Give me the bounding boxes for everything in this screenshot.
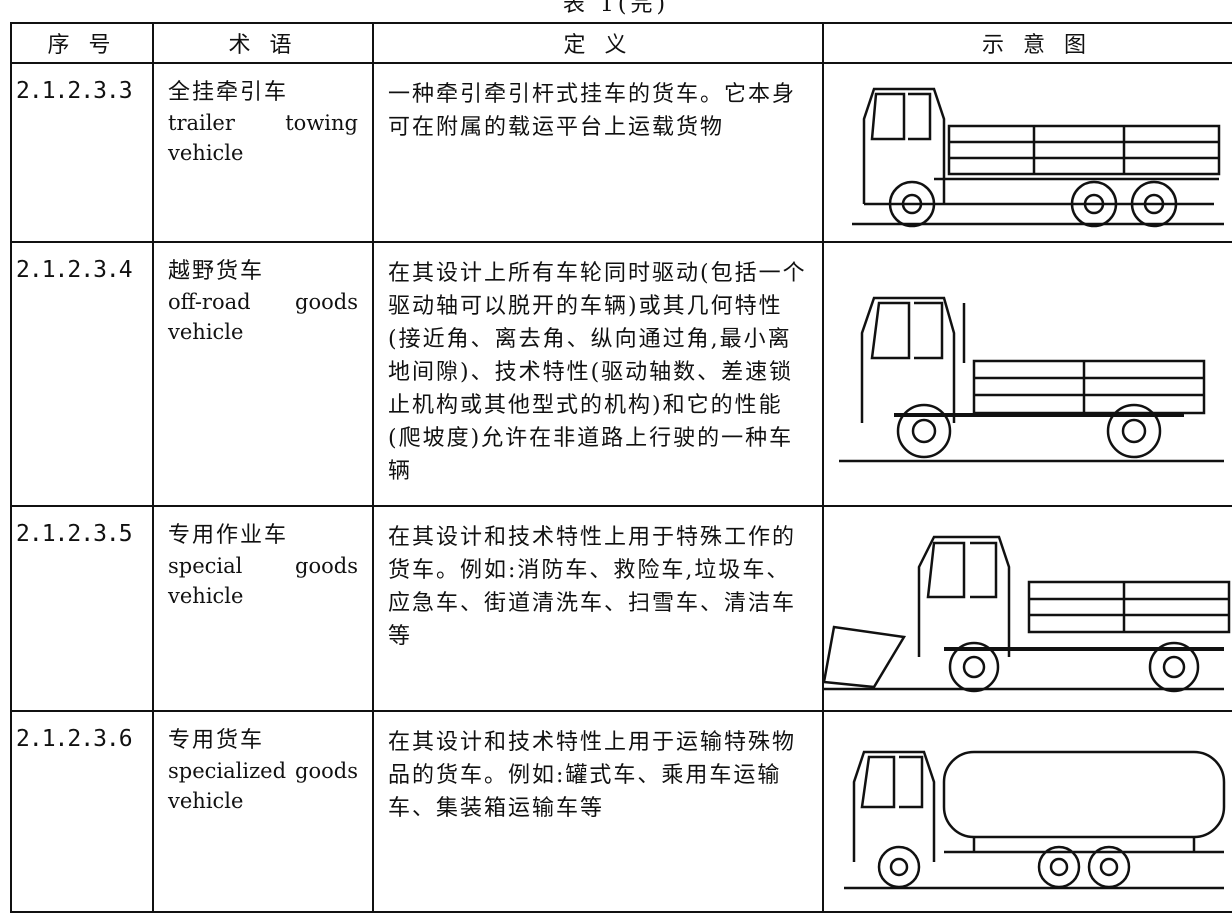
header-row: 序 号 术 语 定 义 示 意 图 [10,22,1232,64]
term-en: trailer towing vehicle [168,111,358,165]
row: 2.1.2.3.5 专用作业车 special goods vehicle 在其设… [10,505,1232,712]
term-zh: 越野货车 [168,259,265,284]
illustration-cell [822,505,1232,712]
row: 2.1.2.3.4 越野货车 off-road goods vehicle 在其设… [10,241,1232,507]
definition: 在其设计和技术特性上用于特殊工作的货车。例如:消防车、救险车,垃圾车、应急车、街… [372,505,824,712]
term-en: off-road goods vehicle [168,290,358,344]
term-zh: 专用作业车 [168,523,289,548]
term-cell: 全挂牵引车 trailer towing vehicle [152,62,374,243]
truck-illustration [844,750,1226,890]
terms-table: 序 号 术 语 定 义 示 意 图 2.1.2.3.3 全挂牵引车 trailer… [10,22,1232,913]
definition: 一种牵引牵引杆式挂车的货车。它本身可在附属的载运平台上运载货物 [372,62,824,243]
illustration-cell [822,710,1232,913]
row: 2.1.2.3.3 全挂牵引车 trailer towing vehicle 一种… [10,62,1232,243]
term-en: special goods vehicle [168,554,358,608]
table-caption: 表 1(完) [562,0,670,17]
definition: 在其设计上所有车轮同时驱动(包括一个驱动轴可以脱开的车辆)或其几何特性(接近角、… [372,241,824,507]
term-zh: 全挂牵引车 [168,80,289,105]
truck-illustration [824,535,1231,693]
row: 2.1.2.3.6 专用货车 specialized goods vehicle … [10,710,1232,913]
header-cell: 序 号 [10,22,154,64]
header-cell: 示 意 图 [822,22,1232,64]
entry-number: 2.1.2.3.3 [10,62,154,243]
header-cell: 术 语 [152,22,374,64]
illustration-cell [822,62,1232,243]
entry-number: 2.1.2.3.5 [10,505,154,712]
term-cell: 越野货车 off-road goods vehicle [152,241,374,507]
term-cell: 专用作业车 special goods vehicle [152,505,374,712]
term-zh: 专用货车 [168,728,265,753]
truck-illustration [839,296,1224,463]
definition: 在其设计和技术特性上用于运输特殊物品的货车。例如:罐式车、乘用车运输车、集装箱运… [372,710,824,913]
entry-number: 2.1.2.3.4 [10,241,154,507]
illustration-cell [822,241,1232,507]
header-cell: 定 义 [372,22,824,64]
term-en: specialized goods vehicle [168,759,358,813]
entry-number: 2.1.2.3.6 [10,710,154,913]
term-cell: 专用货车 specialized goods vehicle [152,710,374,913]
truck-illustration [852,87,1224,228]
